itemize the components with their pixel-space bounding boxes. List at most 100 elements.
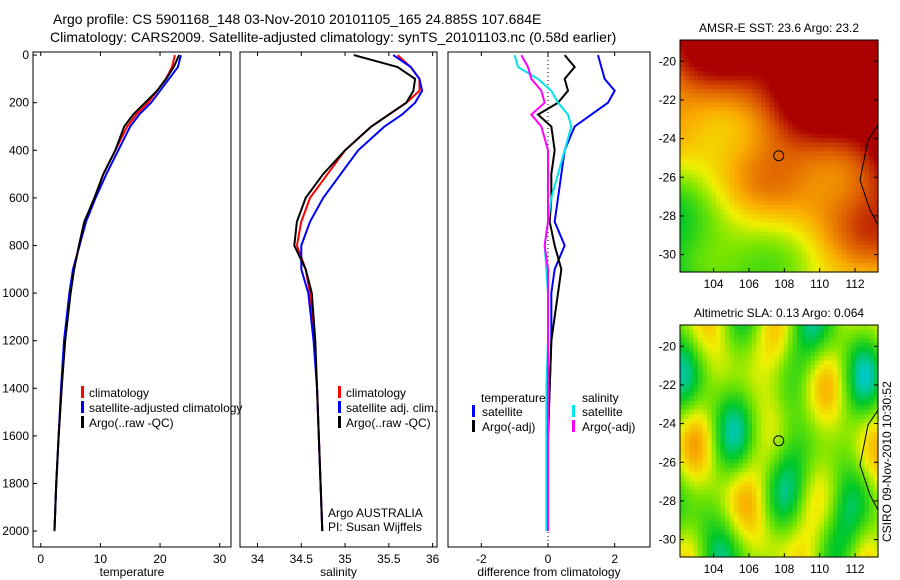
map-cell — [689, 485, 695, 491]
map-cell — [734, 89, 740, 95]
map-cell — [752, 351, 758, 357]
map-cell — [752, 71, 758, 77]
map-cell — [761, 347, 767, 353]
map-cell — [774, 66, 780, 72]
map-cell — [788, 481, 794, 487]
map-cell — [801, 102, 807, 108]
map-cell — [873, 191, 879, 197]
map-cell — [734, 84, 740, 90]
map-cell — [716, 133, 722, 139]
map-cell — [824, 423, 830, 429]
map-cell — [747, 374, 753, 380]
map-cell — [815, 245, 821, 251]
map-cell — [828, 62, 834, 68]
map-cell — [738, 173, 744, 179]
map-cell — [792, 441, 798, 447]
map-cell — [680, 516, 686, 522]
map-cell — [806, 191, 812, 197]
map-cell — [815, 214, 821, 220]
map-cell — [855, 347, 861, 353]
map-cell — [788, 57, 794, 63]
map-cell — [729, 115, 735, 121]
map-cell — [801, 333, 807, 339]
map-cell — [828, 494, 834, 500]
map-cell — [842, 481, 848, 487]
map-cell — [833, 218, 839, 224]
map-cell — [770, 240, 776, 246]
map-cell — [702, 351, 708, 357]
map-cell — [860, 516, 866, 522]
map-cell — [711, 182, 717, 188]
map-cell — [684, 325, 690, 331]
map-cell — [828, 66, 834, 72]
map-cell — [819, 548, 825, 554]
map-cell — [851, 267, 857, 273]
map-cell — [810, 521, 816, 527]
map-cell — [711, 374, 717, 380]
map-cell — [698, 333, 704, 339]
map-cell — [788, 236, 794, 242]
map-cell — [747, 214, 753, 220]
map-cell — [720, 98, 726, 104]
map-cell — [828, 378, 834, 384]
map-cell — [774, 98, 780, 104]
map-cell — [698, 245, 704, 251]
map-cell — [774, 499, 780, 505]
map-cell — [720, 347, 726, 353]
map-cell — [779, 196, 785, 202]
map-cell — [707, 342, 713, 348]
map-cell — [797, 258, 803, 264]
map-cell — [851, 62, 857, 68]
map-cell — [864, 383, 870, 389]
map-cell — [873, 66, 879, 72]
map-cell — [824, 227, 830, 233]
map-cell — [707, 521, 713, 527]
map-cell — [806, 182, 812, 188]
map-cell — [833, 552, 839, 558]
map-cell — [729, 374, 735, 380]
map-cell — [779, 169, 785, 175]
map-cell — [774, 258, 780, 264]
map-cell — [702, 138, 708, 144]
map-cell — [788, 329, 794, 335]
map-cell — [837, 543, 843, 549]
map-cell — [765, 40, 771, 46]
map-cell — [702, 102, 708, 108]
map-cell — [725, 387, 731, 393]
map-cell — [716, 40, 722, 46]
map-cell — [743, 267, 749, 273]
map-cell — [855, 467, 861, 473]
map-cell — [716, 258, 722, 264]
map-cell — [716, 196, 722, 202]
map-cell — [743, 503, 749, 509]
map-cell — [743, 138, 749, 144]
map-cell — [756, 80, 762, 86]
map-cell — [747, 427, 753, 433]
map-cell — [837, 240, 843, 246]
map-cell — [792, 391, 798, 397]
map-cell — [693, 169, 699, 175]
map-cell — [702, 525, 708, 531]
map-cell — [833, 187, 839, 193]
map-cell — [801, 236, 807, 242]
map-cell — [725, 173, 731, 179]
map-cell — [869, 414, 875, 420]
map-cell — [774, 432, 780, 438]
map-cell — [842, 191, 848, 197]
map-cell — [702, 115, 708, 121]
map-cell — [702, 169, 708, 175]
map-cell — [806, 543, 812, 549]
map-cell — [689, 142, 695, 148]
map-cell — [869, 138, 875, 144]
map-cell — [810, 84, 816, 90]
map-cell — [806, 441, 812, 447]
map-cell — [716, 173, 722, 179]
map-cell — [873, 369, 879, 375]
map-cell — [734, 472, 740, 478]
map-cell — [761, 142, 767, 148]
map-cell — [873, 258, 879, 264]
map-cell — [770, 548, 776, 554]
map-cell — [716, 333, 722, 339]
map-cell — [707, 481, 713, 487]
map-cell — [788, 40, 794, 46]
